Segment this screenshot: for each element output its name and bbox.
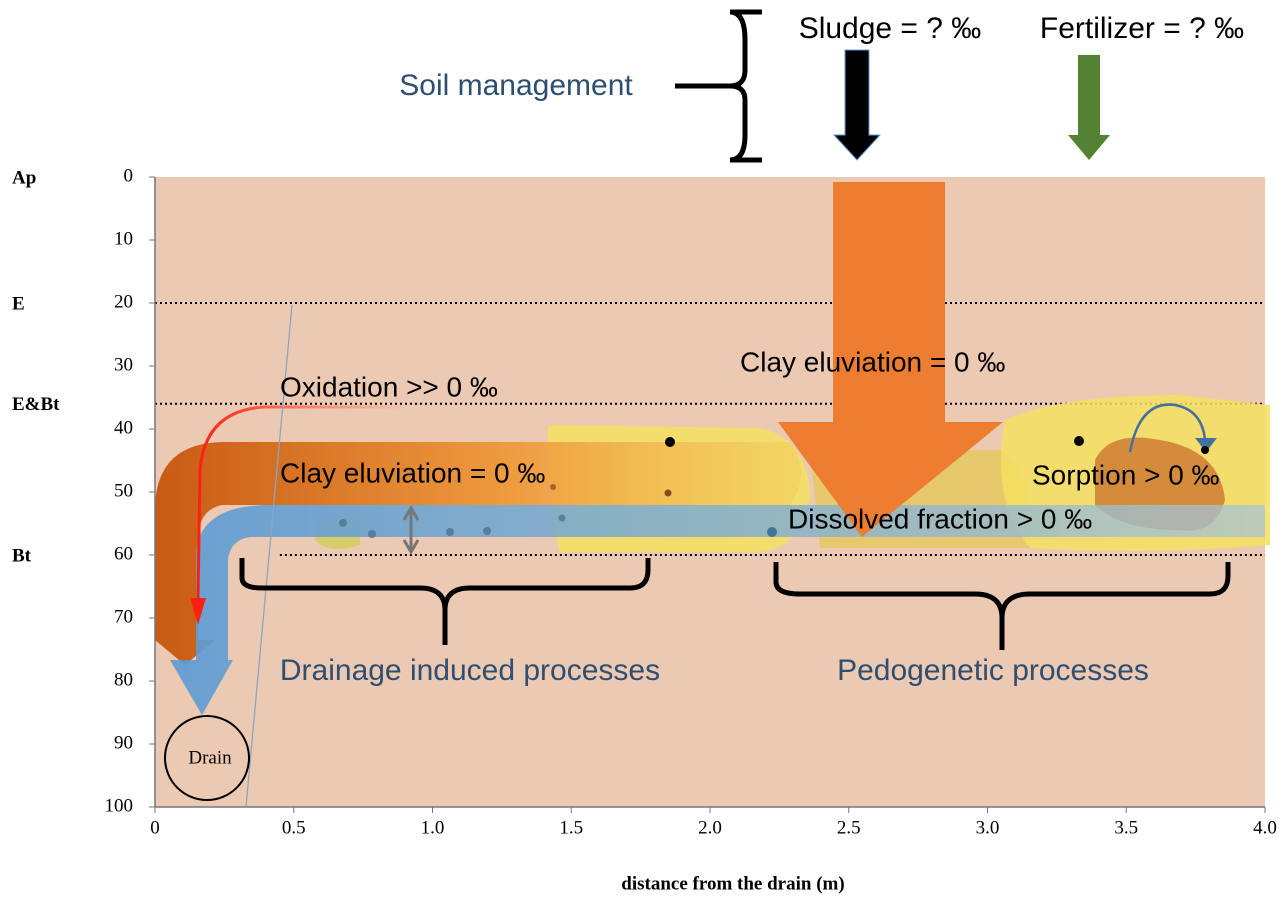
sorption-arrow — [1128, 403, 1207, 453]
y-tick-label: 80 — [114, 669, 133, 690]
oxidation-label: Oxidation >> 0 ‰ — [280, 371, 498, 402]
drain-pipe — [164, 715, 250, 801]
y-tick-label: 30 — [114, 354, 133, 375]
sorption-label: Sorption > 0 ‰ — [1032, 459, 1220, 490]
soil-management-brace — [675, 9, 762, 163]
dissolved-label: Dissolved fraction > 0 ‰ — [788, 503, 1092, 534]
x-tick-label: 1.5 — [559, 817, 583, 838]
soil-management-label: Soil management — [399, 69, 633, 102]
oxidation-arrow-head — [190, 598, 206, 625]
sorption-arrow-head — [1195, 438, 1217, 452]
drain-label: Drain — [188, 747, 232, 768]
drainage-brace — [239, 558, 651, 645]
y-tick-label: 0 — [124, 165, 134, 186]
horizon-label: Bt — [12, 545, 32, 566]
sludge-label: Sludge = ? ‰ — [799, 12, 982, 45]
y-tick-label: 70 — [114, 606, 133, 627]
x-tick-label: 3.5 — [1114, 817, 1138, 838]
fertilizer-label: Fertilizer = ? ‰ — [1040, 12, 1244, 45]
y-tick-label: 90 — [114, 732, 133, 753]
x-tick-label: 3.0 — [976, 817, 1000, 838]
process-label: Pedogenetic processes — [837, 654, 1149, 687]
sludge-arrow — [832, 49, 882, 161]
clay-flow-arrow — [155, 442, 801, 665]
x-tick-label: 4.0 — [1253, 817, 1277, 838]
dissolved-flow-arrow — [170, 505, 1265, 715]
horizon-label: Ap — [12, 167, 36, 188]
y-tick-label: 10 — [114, 228, 133, 249]
clay-eluviation-label: Clay eluviation = 0 ‰ — [740, 346, 1005, 377]
x-tick-label: 2.0 — [698, 817, 722, 838]
process-label: Drainage induced processes — [280, 654, 660, 687]
horizon-label: E&Bt — [12, 394, 60, 415]
oxidation-arrow — [196, 405, 410, 601]
x-tick-label: 2.5 — [837, 817, 861, 838]
fertilizer-arrow — [1068, 55, 1110, 160]
pedogenetic-brace — [773, 562, 1231, 650]
eluviation-arrow — [778, 182, 1003, 537]
clay-eluviation-label: Clay eluviation = 0 ‰ — [280, 457, 545, 488]
guide-line — [245, 304, 293, 808]
horizon-label: E — [12, 293, 25, 314]
x-tick-label: 0.5 — [282, 817, 306, 838]
x-tick-label: 0 — [150, 817, 160, 838]
y-tick-label: 50 — [114, 480, 133, 501]
particles — [339, 436, 1209, 555]
y-tick-label: 100 — [105, 795, 134, 816]
y-tick-label: 40 — [114, 417, 133, 438]
y-tick-label: 60 — [114, 543, 133, 564]
x-tick-label: 1.0 — [421, 817, 445, 838]
x-axis-label: distance from the drain (m) — [621, 873, 844, 894]
y-tick-label: 20 — [114, 291, 133, 312]
